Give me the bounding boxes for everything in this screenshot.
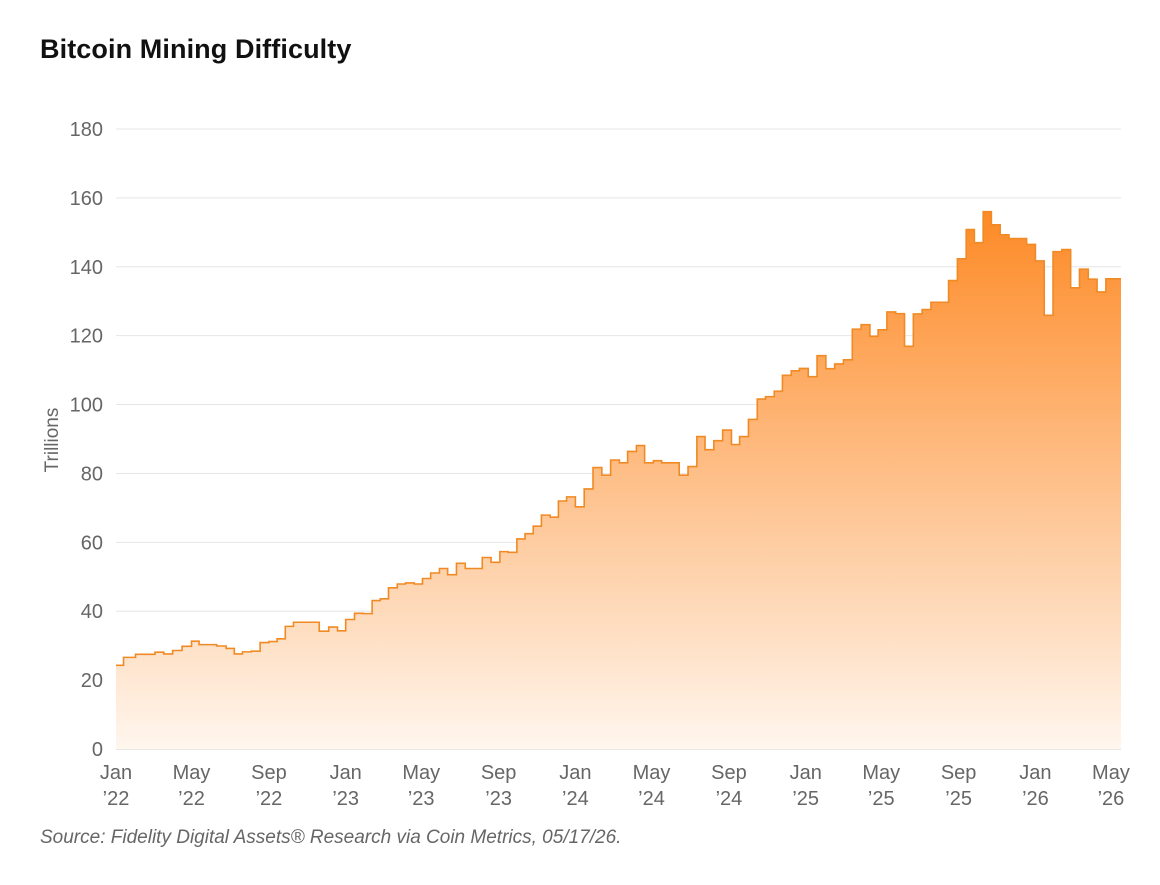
y-axis-ticks: 0 20 40 60 80 100 120 140 160 180 — [70, 119, 103, 761]
x-tick-label: ’23 — [485, 788, 512, 810]
y-tick-label: 140 — [70, 257, 103, 279]
y-tick-label: 120 — [70, 326, 103, 348]
x-tick-label: Sep — [711, 762, 747, 784]
y-tick-label: 60 — [81, 532, 103, 554]
series-area-fill — [116, 211, 1121, 749]
x-tick-label: ’26 — [1022, 788, 1049, 810]
y-tick-label: 80 — [81, 463, 103, 485]
x-tick-label: ’25 — [868, 788, 895, 810]
series-layer — [116, 210, 1121, 749]
y-tick-label: 180 — [70, 119, 103, 141]
x-tick-label: Jan — [559, 762, 591, 784]
x-tick-label: ’23 — [408, 788, 435, 810]
x-tick-label: May — [173, 762, 211, 784]
x-tick-label: ’26 — [1098, 788, 1125, 810]
x-tick-label: May — [402, 762, 440, 784]
x-tick-label: ’24 — [638, 788, 665, 810]
chart-title: Bitcoin Mining Difficulty — [40, 34, 352, 64]
y-tick-label: 0 — [92, 739, 103, 761]
x-tick-label: ’22 — [178, 788, 205, 810]
x-tick-label: Jan — [330, 762, 362, 784]
x-tick-label: ’22 — [256, 788, 283, 810]
y-tick-label: 40 — [81, 601, 103, 623]
x-tick-label: Jan — [100, 762, 132, 784]
x-tick-label: ’25 — [945, 788, 972, 810]
x-tick-label: ’24 — [716, 788, 743, 810]
x-tick-label: May — [1092, 762, 1130, 784]
x-tick-label: Sep — [481, 762, 517, 784]
x-tick-label: ’22 — [103, 788, 130, 810]
x-tick-label: Sep — [251, 762, 287, 784]
x-tick-label: Jan — [790, 762, 822, 784]
y-tick-label: 100 — [70, 395, 103, 417]
y-tick-label: 20 — [81, 670, 103, 692]
source-note: Source: Fidelity Digital Assets® Researc… — [40, 827, 622, 848]
y-tick-label: 160 — [70, 188, 103, 210]
x-tick-label: Sep — [941, 762, 977, 784]
x-tick-label: ’25 — [792, 788, 819, 810]
x-tick-label: Jan — [1019, 762, 1051, 784]
series-line — [116, 210, 1121, 667]
x-tick-label: ’24 — [562, 788, 589, 810]
y-axis-label: Trillions — [42, 408, 63, 473]
x-axis-ticks: Jan ’22 May ’22 Sep ’22 Jan ’23 May ’23 Sep ’23 Jan ’… — [100, 762, 1130, 810]
x-tick-label: ’23 — [332, 788, 359, 810]
x-tick-label: May — [862, 762, 900, 784]
x-tick-label: May — [633, 762, 671, 784]
